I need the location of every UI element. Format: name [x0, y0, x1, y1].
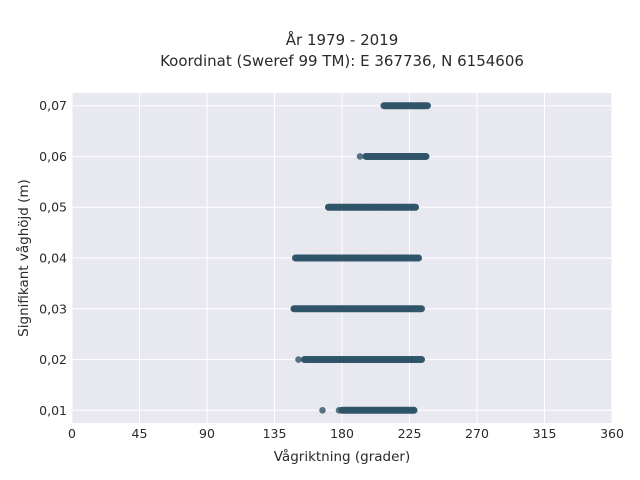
y-tick-label-2: 0,03 — [39, 301, 67, 316]
y-tick-label-0: 0,01 — [39, 403, 67, 418]
data-point — [415, 254, 422, 262]
y-tick-labels: 0,01 0,02 0,03 0,04 0,05 0,06 0,07 — [39, 98, 67, 418]
x-tick-labels: 0 45 90 135 180 225 270 315 360 — [68, 426, 624, 441]
data-point — [418, 356, 425, 363]
x-tick-label-4: 180 — [330, 426, 354, 441]
chart-title-line-2: Koordinat (Sweref 99 TM): E 367736, N 61… — [160, 52, 524, 70]
x-tick-label-5: 225 — [398, 426, 422, 441]
data-point — [410, 407, 418, 414]
chart-title-line-1: År 1979 - 2019 — [286, 30, 399, 49]
data-point-outlier — [335, 407, 343, 414]
x-tick-label-0: 0 — [68, 426, 76, 441]
data-point-outlier — [295, 356, 302, 363]
data-point — [412, 203, 419, 211]
data-point-outlier — [319, 407, 326, 414]
x-tick-label-3: 135 — [263, 426, 287, 441]
y-tick-label-1: 0,02 — [39, 352, 67, 367]
y-tick-label-5: 0,06 — [39, 149, 67, 164]
x-tick-label-8: 360 — [600, 426, 624, 441]
data-point — [422, 102, 430, 109]
data-points — [290, 102, 431, 414]
y-tick-label-6: 0,07 — [39, 98, 67, 113]
x-tick-label-2: 90 — [199, 426, 215, 441]
x-tick-label-7: 315 — [533, 426, 557, 441]
data-point — [422, 153, 430, 160]
data-point — [416, 305, 424, 313]
y-axis-label: Signifikant våghöjd (m) — [15, 179, 32, 337]
y-tick-label-4: 0,05 — [39, 200, 67, 215]
y-tick-label-3: 0,04 — [39, 251, 67, 266]
x-axis-label: Vågriktning (grader) — [274, 448, 411, 465]
x-tick-label-6: 270 — [465, 426, 489, 441]
data-point-outlier — [356, 153, 364, 160]
x-tick-label-1: 45 — [132, 426, 148, 441]
